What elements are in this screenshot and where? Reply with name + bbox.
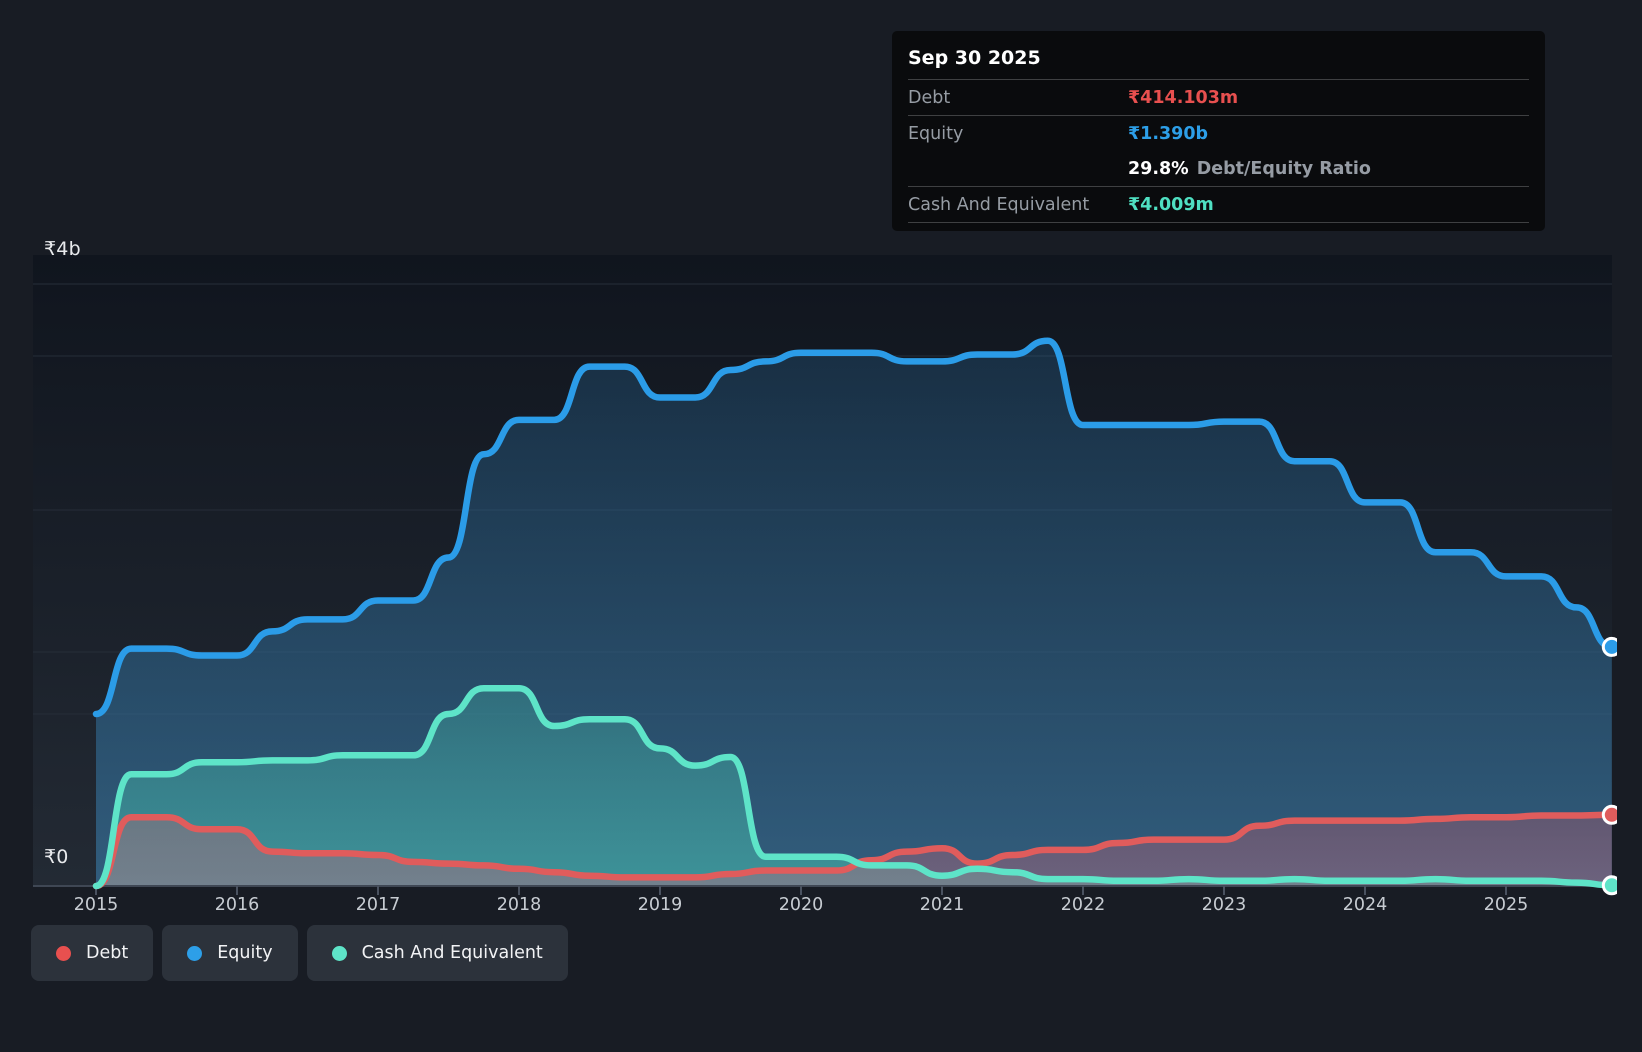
tooltip-ratio-value: 29.8%: [1128, 158, 1189, 179]
x-tick-label: 2017: [356, 895, 401, 915]
tooltip-equity-label: Equity: [908, 123, 964, 144]
legend-item-equity[interactable]: Equity: [162, 925, 298, 981]
tooltip-equity-value: ₹1.390b: [1128, 123, 1209, 144]
legend-item-cash[interactable]: Cash And Equivalent: [306, 925, 568, 981]
x-tick-label: 2021: [920, 895, 965, 915]
x-tick-label: 2022: [1061, 895, 1106, 915]
x-tick-label: 2024: [1343, 895, 1388, 915]
legend-debt-label: Debt: [86, 943, 129, 963]
cash-line: [92, 684, 1616, 890]
tooltip-cash-label: Cash And Equivalent: [908, 194, 1090, 215]
cash-dot-icon: [331, 945, 347, 961]
tooltip-ratio-label: Debt/Equity Ratio: [1196, 158, 1371, 179]
tooltip-row-cash: Cash And Equivalent ₹4.009m: [908, 186, 1529, 222]
x-tick-label: 2018: [497, 895, 542, 915]
tooltip-row-equity: Equity ₹1.390b: [908, 115, 1529, 151]
x-tick-label: 2020: [779, 895, 824, 915]
x-tick-label: 2019: [638, 895, 683, 915]
tooltip-date: Sep 30 2025: [908, 47, 1041, 69]
x-axis: [33, 885, 1612, 895]
x-tick-label: 2023: [1202, 895, 1247, 915]
debt-endpoint-dot[interactable]: [1601, 804, 1620, 825]
tooltip-row-debt: Debt ₹414.103m: [908, 79, 1529, 115]
equity-dot-icon: [187, 945, 203, 961]
x-tick-label: 2025: [1484, 895, 1529, 915]
series-lines: [92, 337, 1616, 890]
y-axis-zero-label: ₹0: [44, 846, 69, 868]
cash-endpoint-dot[interactable]: [1601, 875, 1620, 896]
tooltip-debt-label: Debt: [908, 87, 951, 108]
series-endpoint-dots[interactable]: [1601, 636, 1620, 896]
x-tick-label: 2015: [74, 895, 119, 915]
equity-line: [92, 337, 1616, 718]
tooltip-debt-value: ₹414.103m: [1128, 87, 1239, 108]
tooltip-bottom-rule: [908, 222, 1529, 227]
x-tick-label: 2016: [215, 895, 260, 915]
cash-area: [96, 688, 1612, 886]
chart-tooltip: Sep 30 2025 Debt ₹414.103m Equity ₹1.390…: [892, 31, 1545, 231]
equity-endpoint-dot[interactable]: [1601, 636, 1620, 657]
tooltip-cash-value: ₹4.009m: [1128, 194, 1214, 215]
x-axis-year-labels: 2015 2016 2017 2018 2019 2020 2021 2022 2023 2024…: [74, 895, 1529, 915]
debt-dot-icon: [56, 945, 71, 961]
legend-item-debt[interactable]: Debt: [31, 925, 154, 981]
legend-cash-label: Cash And Equivalent: [361, 943, 543, 963]
chart-legend: Debt Equity Cash And Equivalent: [31, 925, 568, 981]
debt-line: [92, 811, 1616, 890]
tooltip-row-ratio: 29.8% Debt/Equity Ratio: [908, 151, 1529, 186]
y-axis-max-label: ₹4b: [44, 238, 81, 260]
legend-equity-label: Equity: [217, 943, 273, 963]
